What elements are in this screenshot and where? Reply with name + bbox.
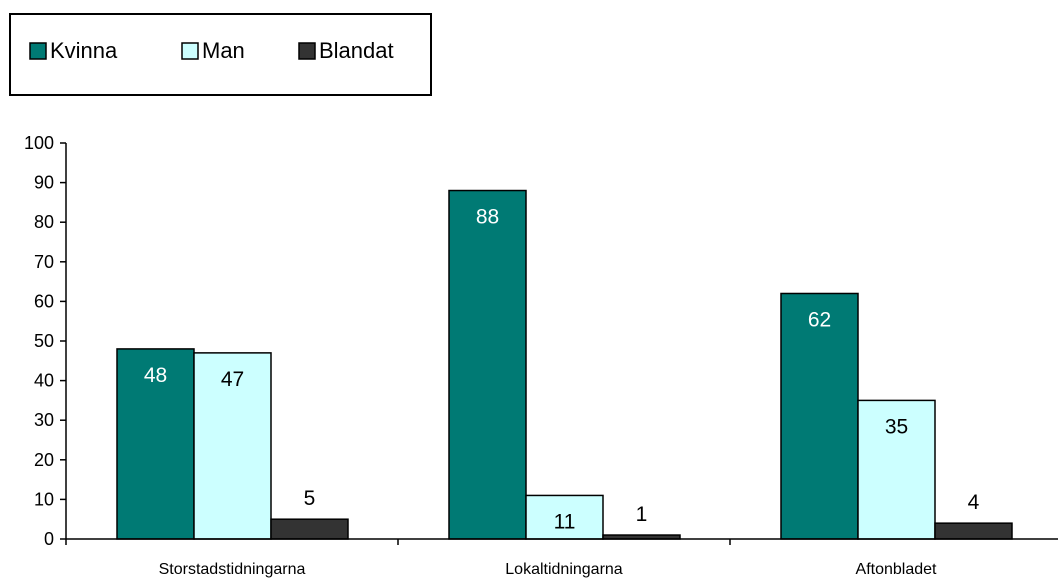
bar-man-1	[525, 494, 604, 540]
y-tick-label: 100	[24, 133, 54, 153]
data-label: 35	[885, 415, 908, 438]
bar-blandat-0	[270, 518, 349, 540]
x-category-label: Lokaltidningarna	[505, 561, 623, 578]
y-tick-label: 30	[34, 410, 54, 430]
plot-area: 0 10 20 30 40 50 60 70 80 90 100 48 47 5 Storstadstidn…	[24, 133, 1013, 578]
bar-blandat-2	[934, 522, 1013, 540]
bar-man-2	[857, 399, 936, 540]
data-label: 47	[221, 368, 244, 391]
y-tick-label: 90	[34, 173, 54, 193]
legend-label-blandat: Blandat	[319, 38, 394, 63]
y-tick-label: 50	[34, 331, 54, 351]
data-label: 11	[554, 510, 576, 533]
data-label: 48	[144, 364, 167, 387]
y-tick-label: 80	[34, 212, 54, 232]
y-tick-label: 60	[34, 291, 54, 311]
y-tick-label: 0	[44, 529, 54, 549]
bar-kvinna-0	[116, 348, 195, 540]
legend-swatch-blandat	[298, 42, 316, 60]
y-tick-label: 10	[34, 489, 54, 509]
y-tick-label: 70	[34, 252, 54, 272]
data-label: 4	[968, 491, 980, 514]
data-label: 1	[636, 503, 648, 526]
bar-kvinna-2	[780, 292, 859, 540]
y-tick-label: 40	[34, 371, 54, 391]
data-label: 88	[476, 206, 499, 229]
legend: Kvinna Man Blandat	[9, 13, 432, 96]
data-label: 62	[808, 308, 831, 331]
legend-label-kvinna: Kvinna	[50, 38, 118, 63]
x-category-label: Storstadstidningarna	[159, 561, 306, 578]
legend-label-man: Man	[202, 38, 245, 63]
data-label: 5	[304, 487, 316, 510]
legend-swatch-man	[181, 42, 199, 60]
legend-frame	[9, 13, 432, 96]
bar-kvinna-1	[448, 189, 527, 540]
legend-swatch-kvinna	[29, 42, 47, 60]
x-category-label: Aftonbladet	[856, 561, 938, 578]
y-tick-label: 20	[34, 450, 54, 470]
bar-man-0	[193, 352, 272, 540]
